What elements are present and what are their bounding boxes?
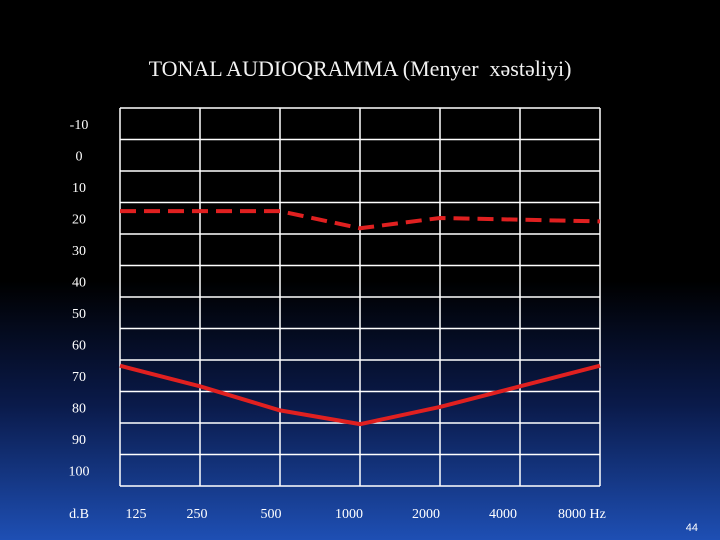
x-tick-label: 2000 — [412, 507, 440, 522]
y-tick-label: 100 — [69, 464, 90, 479]
x-tick-label: 1000 — [335, 507, 363, 522]
y-tick-label: 0 — [76, 149, 83, 164]
y-tick-labels: -10 0 10 20 30 40 50 60 70 80 90 100 — [69, 118, 90, 480]
y-tick-label: 10 — [72, 181, 86, 196]
y-tick-label: 70 — [72, 370, 86, 385]
y-tick-label: 50 — [72, 307, 86, 322]
x-tick-label: 8000 Hz — [558, 507, 606, 522]
y-tick-label: 30 — [72, 244, 86, 259]
series-line-dashed — [120, 209, 601, 231]
series-line-solid — [119, 363, 601, 427]
y-tick-label: 20 — [72, 212, 86, 227]
y-tick-label: -10 — [70, 118, 89, 133]
series-lines — [119, 209, 601, 427]
x-tick-labels: 125 250 500 1000 2000 4000 8000 Hz — [126, 507, 606, 522]
y-tick-label: 60 — [72, 338, 86, 353]
y-unit-label: d.B — [69, 507, 89, 522]
x-tick-label: 4000 — [489, 507, 517, 522]
y-tick-label: 80 — [72, 401, 86, 416]
y-tick-label: 40 — [72, 275, 86, 290]
x-tick-label: 250 — [187, 507, 208, 522]
x-tick-label: 125 — [126, 507, 147, 522]
page-number: 44 — [685, 522, 698, 534]
y-tick-label: 90 — [72, 433, 86, 448]
chart-title: TONAL AUDIOQRAMMA (Menyer xəstəliyi) — [148, 56, 572, 81]
x-tick-label: 500 — [261, 507, 282, 522]
grid — [119, 107, 601, 487]
